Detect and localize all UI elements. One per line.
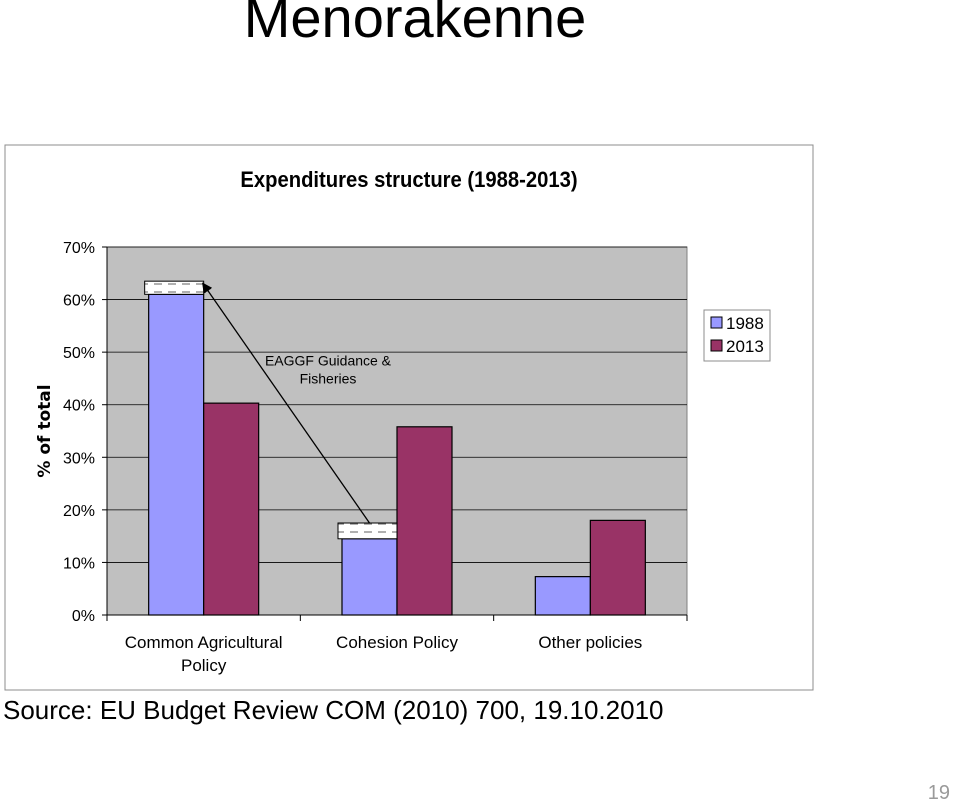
stacked-segment (337, 522, 398, 540)
stacked-segment (144, 280, 205, 295)
bar-1988 (534, 576, 591, 616)
x-category-label-line: Cohesion Policy (336, 633, 458, 652)
y-tick-label: 60% (63, 293, 95, 310)
x-category-label: Cohesion Policy (336, 633, 458, 652)
source-note: Source: EU Budget Review COM (2010) 700,… (3, 695, 664, 725)
stacked-segments (144, 280, 398, 540)
annotation: EAGGF Guidance & Fisheries (202, 282, 392, 524)
bars (148, 293, 646, 616)
bar-2013 (589, 519, 646, 616)
chart-title: Expenditures structure (1988-2013) (240, 168, 577, 192)
bar-2013 (203, 402, 260, 616)
legend-swatch-1988 (710, 316, 723, 329)
bar-2013 (396, 426, 453, 616)
y-axis: 0% 10% 20% 30% 40% 50% 60% 70% (63, 240, 108, 625)
bar-1988 (148, 293, 205, 616)
annotation-label-line: Fisheries (300, 370, 357, 386)
y-tick-label: 10% (63, 555, 95, 572)
annotation-label-line: EAGGF Guidance & (265, 352, 392, 368)
legend-swatch-2013 (710, 339, 723, 352)
y-tick-label: 0% (72, 608, 95, 625)
x-category-label-line: Policy (181, 656, 227, 675)
x-category-label: Common Agricultural Policy (125, 633, 283, 675)
legend-label-2013: 2013 (726, 337, 764, 356)
y-tick-label: 40% (63, 398, 95, 415)
legend: 1988 2013 (703, 309, 771, 362)
bar-1988 (341, 538, 398, 616)
x-category-label-line: Other policies (538, 633, 642, 652)
y-tick-label: 70% (63, 240, 95, 257)
legend-label-1988: 1988 (726, 314, 764, 333)
annotation-arrow (202, 282, 371, 524)
y-tick-label: 30% (63, 450, 95, 467)
x-category-label-line: Common Agricultural (125, 633, 283, 652)
y-axis-title: % of total (35, 384, 55, 477)
y-tick-label: 50% (63, 345, 95, 362)
x-category-label: Other policies (538, 633, 642, 652)
slide-title: Menorakenne (243, 0, 587, 49)
page-number: 19 (927, 782, 950, 804)
y-tick-label: 20% (63, 503, 95, 520)
annotation-label: EAGGF Guidance & Fisheries (265, 352, 392, 386)
